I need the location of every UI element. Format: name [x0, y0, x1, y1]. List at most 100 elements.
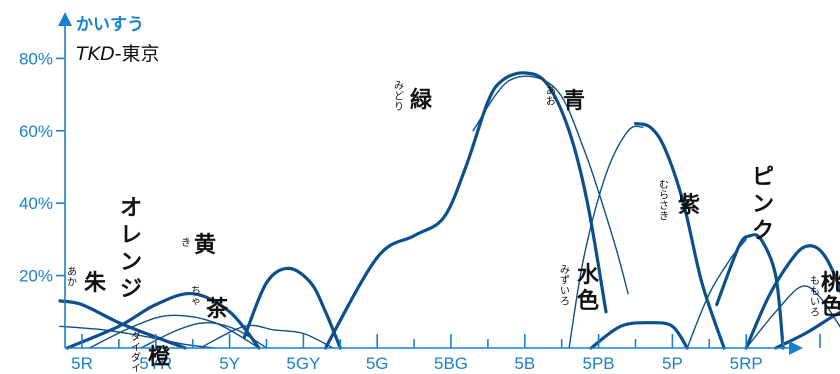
y-tick-label: 60% — [19, 122, 53, 141]
series-label: 水色 — [577, 263, 600, 314]
series-ruby: あか — [67, 266, 77, 289]
x-tick-label: 5B — [514, 354, 535, 373]
series-ruby: ちゃ — [191, 285, 201, 308]
svg-text:む: む — [659, 179, 669, 191]
svg-text:ら: ら — [659, 190, 669, 202]
series-line — [568, 125, 644, 349]
x-axis-arrow-icon — [789, 341, 803, 355]
x-ticks: 5R 5YR 5Y 5GY 5G 5BG 5B 5PB 5P 5RP — [71, 334, 821, 373]
svg-text:イ: イ — [131, 343, 141, 354]
series-line — [199, 324, 334, 349]
svg-text:桃: 桃 — [821, 271, 840, 296]
series-line — [65, 291, 261, 350]
x-tick-label: 5GY — [286, 354, 320, 373]
series-line — [774, 310, 840, 350]
svg-text:色: 色 — [577, 288, 599, 314]
series-line — [59, 325, 216, 349]
svg-text:き: き — [659, 211, 669, 223]
series-line — [744, 244, 840, 350]
curves-layer — [58, 71, 840, 350]
y-axis-arrow-icon — [58, 12, 72, 26]
chart-subtitle: TKD-東京 — [76, 43, 160, 65]
svg-text:ン: ン — [120, 250, 142, 275]
series-label: 青 — [563, 89, 585, 114]
svg-text:か: か — [67, 277, 77, 289]
y-tick: 20% — [19, 267, 65, 286]
color-labels: あか 朱オレンジき 黄ちゃ 茶ダイダイ 橙みどり緑あお 青みずいろ水色むらさき 紫ピンクもも… — [67, 81, 840, 374]
svg-text:も: も — [810, 286, 820, 298]
series-line — [323, 71, 608, 350]
series-line — [745, 285, 840, 349]
svg-text:レ: レ — [120, 223, 142, 248]
series-ruby: あお — [546, 85, 556, 108]
svg-text:り: り — [394, 101, 404, 113]
svg-text:み: み — [394, 81, 404, 92]
svg-text:お: お — [546, 96, 556, 108]
series-label: ピンク — [752, 165, 774, 244]
svg-text:イ: イ — [131, 364, 141, 374]
series-label: 朱 — [84, 271, 107, 296]
svg-text:い: い — [810, 297, 820, 308]
svg-text:ゃ: ゃ — [191, 297, 201, 308]
series-line — [242, 266, 342, 350]
series-line — [140, 321, 268, 349]
x-tick-label: 5G — [366, 354, 389, 373]
svg-text:さ: さ — [659, 200, 669, 212]
svg-text:水: 水 — [577, 263, 600, 288]
svg-text:ろ: ろ — [560, 297, 570, 308]
y-tick-label: 20% — [19, 267, 53, 286]
y-tick-label: 80% — [19, 49, 53, 68]
svg-text:ダ: ダ — [131, 330, 141, 343]
y-tick: 60% — [19, 122, 65, 141]
series-line — [686, 238, 747, 349]
y-tick-label: 40% — [19, 194, 53, 213]
series-line — [472, 75, 629, 295]
series-line — [88, 314, 260, 349]
subtitle-italic: TKD — [76, 43, 115, 65]
y-tick: 40% — [19, 194, 65, 213]
svg-text:ピ: ピ — [752, 165, 774, 190]
svg-text:ダ: ダ — [131, 351, 141, 364]
series-ruby: き — [181, 237, 191, 249]
svg-text:色: 色 — [821, 294, 840, 320]
y-tick: 80% — [19, 49, 65, 68]
series-label: 紫 — [678, 192, 700, 218]
svg-text:ど: ど — [394, 91, 404, 103]
y-ticks: 20% 40% 60% 80% — [19, 49, 65, 286]
svg-text:ず: ず — [560, 275, 570, 287]
x-tick-label: 5R — [71, 354, 93, 373]
x-tick-label: 5RP — [730, 354, 763, 373]
svg-text:い: い — [560, 286, 570, 297]
series-label: 黄 — [194, 233, 216, 258]
x-tick-label: 5Y — [219, 354, 240, 373]
x-tick-label: 5BG — [434, 354, 468, 373]
svg-text:ン: ン — [752, 192, 774, 217]
svg-text:ろ: ろ — [810, 308, 820, 319]
svg-text:ジ: ジ — [120, 277, 142, 302]
svg-text:み: み — [560, 265, 570, 276]
series-label: 緑 — [410, 87, 433, 113]
svg-text:オ: オ — [120, 196, 142, 221]
x-tick-label: 5YR — [139, 354, 172, 373]
series-label: 茶 — [206, 297, 229, 322]
series-ruby: みどり — [394, 81, 404, 113]
svg-text:あ: あ — [67, 266, 77, 278]
svg-text:も: も — [810, 275, 820, 287]
svg-text:ク: ク — [752, 219, 774, 244]
series-line — [589, 321, 689, 350]
svg-text:あ: あ — [546, 85, 556, 97]
series-line — [633, 122, 726, 350]
series-label: 桃色 — [821, 271, 840, 320]
series-label: 橙 — [148, 345, 171, 370]
svg-text:ち: ち — [191, 285, 201, 297]
y-axis-label: かいすう — [76, 15, 144, 35]
x-tick-label: 5P — [662, 354, 683, 373]
x-tick-label: 5PB — [583, 354, 615, 373]
subtitle-text: -東京 — [115, 43, 160, 65]
